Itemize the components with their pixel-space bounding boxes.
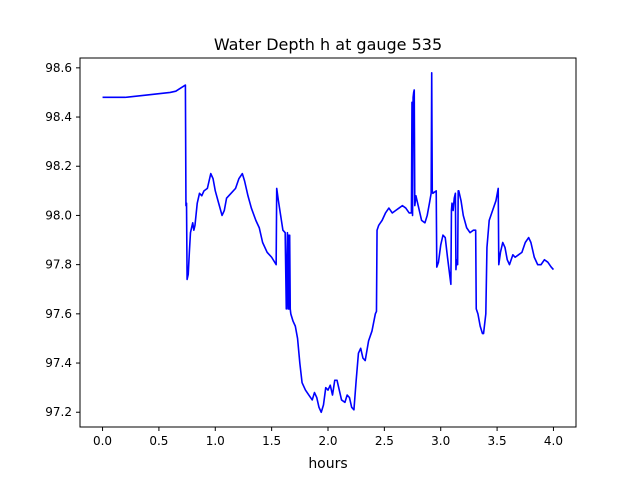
x-tick-label: 4.0 — [544, 434, 563, 448]
x-tick-label: 2.5 — [375, 434, 394, 448]
chart-title: Water Depth h at gauge 535 — [214, 35, 442, 54]
x-tick-label: 3.5 — [488, 434, 507, 448]
x-tick-label: 2.0 — [318, 434, 337, 448]
x-tick-label: 0.0 — [93, 434, 112, 448]
y-tick-label: 98.2 — [45, 159, 72, 173]
x-tick-label: 3.0 — [431, 434, 450, 448]
x-axis: 0.0 0.5 1.0 1.5 2.0 2.5 3.0 3.5 4.0 — [93, 427, 563, 448]
y-tick-label: 98.4 — [45, 110, 72, 124]
y-tick-label: 97.2 — [45, 405, 72, 419]
x-tick-label: 1.5 — [262, 434, 281, 448]
y-tick-label: 98.0 — [45, 208, 72, 222]
y-tick-label: 97.8 — [45, 258, 72, 272]
series-line-0 — [102, 71, 555, 414]
x-axis-label: hours — [308, 456, 347, 472]
y-tick-label: 98.6 — [45, 61, 72, 75]
y-tick-label: 97.6 — [45, 307, 72, 321]
x-tick-label: 0.5 — [149, 434, 168, 448]
y-axis: 97.2 97.4 97.6 97.8 98.0 98.2 98.4 98.6 — [45, 61, 80, 419]
y-tick-label: 97.4 — [45, 356, 72, 370]
x-tick-label: 1.0 — [206, 434, 225, 448]
plot-area — [102, 71, 555, 414]
